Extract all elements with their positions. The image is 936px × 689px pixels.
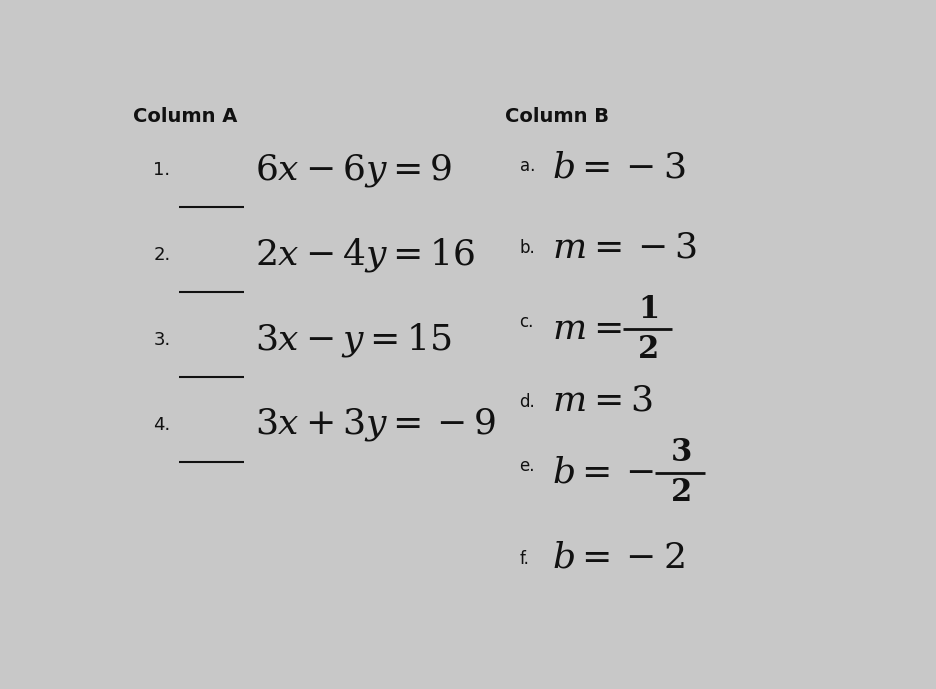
Text: f.: f. [519,550,530,568]
Text: $m = 3$: $m = 3$ [552,384,653,418]
Text: $m = -3$: $m = -3$ [552,230,697,264]
Text: 1.: 1. [154,161,170,179]
Text: b.: b. [519,239,535,257]
Text: 4.: 4. [154,416,170,434]
Text: $6x - 6y = 9$: $6x - 6y = 9$ [255,152,452,189]
Text: $b = -2$: $b = -2$ [552,540,685,575]
Text: $3x - y = 15$: $3x - y = 15$ [255,321,452,359]
Text: 2.: 2. [154,246,170,264]
Text: d.: d. [519,393,535,411]
Text: 2: 2 [638,334,659,365]
Text: $2x - 4y = 16$: $2x - 4y = 16$ [255,236,475,274]
Text: $3x + 3y = -9$: $3x + 3y = -9$ [255,407,496,444]
Text: 3.: 3. [154,331,170,349]
Text: Column A: Column A [133,107,238,125]
Text: Column B: Column B [505,107,609,125]
Text: $b = -3$: $b = -3$ [552,151,686,185]
Text: 1: 1 [638,294,659,325]
Text: 2: 2 [671,477,692,508]
Text: 3: 3 [671,437,693,468]
Text: e.: e. [519,457,535,475]
Text: $m = $: $m = $ [552,312,622,347]
Text: c.: c. [519,313,534,331]
Text: $b = -$: $b = -$ [552,455,654,490]
Text: a.: a. [519,157,535,175]
